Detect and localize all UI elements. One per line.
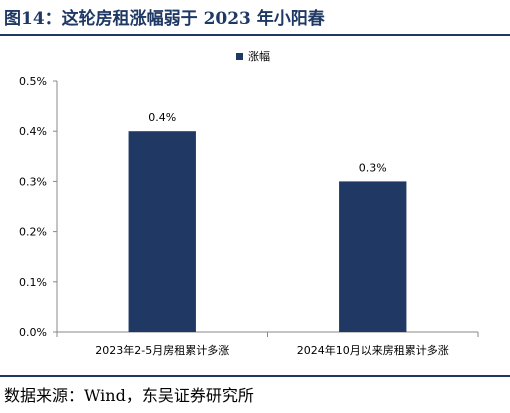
axes: 0.0% 0.1% 0.2% 0.3% 0.4% 0.5% 2023年2-5月房租累计多涨 2… [19,75,479,357]
data-label: 0.3% [359,161,387,174]
bar [339,181,407,332]
x-tick-label: 2023年2-5月房租累计多涨 [95,343,229,357]
x-tick-label: 2024年10月以来房租累计多涨 [297,343,449,357]
title-rule [0,34,510,36]
source-note: 数据来源：Wind，东吴证券研究所 [4,386,254,405]
legend-label: 涨幅 [248,50,270,63]
y-tick-label: 0.4% [19,125,47,138]
y-tick-label: 0.0% [19,326,47,339]
y-tick-label: 0.5% [19,75,47,88]
figure-title: 图14：这轮房租涨幅弱于 2023 年小阳春 [0,0,510,36]
data-label: 0.4% [148,111,176,124]
y-tick-label: 0.2% [19,226,47,239]
chart-area: 涨幅 0.0% 0.1% 0.2% 0.3% 0.4% 0.5% 2023年2-5月房租累计… [0,38,510,370]
y-tick-label: 0.1% [19,276,47,289]
legend: 涨幅 [236,50,270,63]
figure-title-text: 图14：这轮房租涨幅弱于 2023 年小阳春 [4,9,325,29]
data-labels: 0.4% 0.3% [148,111,386,174]
y-tick-label: 0.3% [19,175,47,188]
bars [128,131,407,332]
source-rule [0,375,510,377]
legend-swatch [236,53,243,60]
bar-chart: 涨幅 0.0% 0.1% 0.2% 0.3% 0.4% 0.5% 2023年2-5月房租累计… [19,50,479,357]
bar [128,131,196,332]
